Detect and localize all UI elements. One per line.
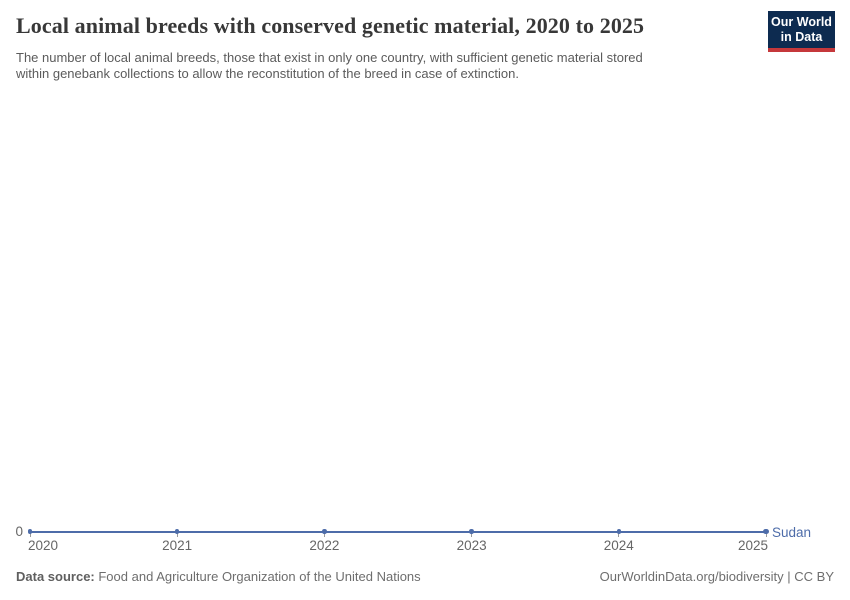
x-tick-mark <box>471 532 473 537</box>
x-tick-label: 2022 <box>309 537 340 553</box>
x-tick-mark <box>29 532 31 537</box>
owid-url-license-link[interactable]: OurWorldinData.org/biodiversity | CC BY <box>599 569 834 584</box>
y-axis-tick-label: 0 <box>15 524 23 539</box>
data-point-marker <box>763 528 769 535</box>
x-tick-mark <box>618 532 620 537</box>
owid-logo-text-line2: in Data <box>780 30 823 44</box>
x-tick-mark <box>323 532 325 537</box>
data-point-marker <box>616 529 622 534</box>
data-point-marker <box>322 529 327 534</box>
x-tick-mark <box>765 532 767 537</box>
chart-subtitle: The number of local animal breeds, those… <box>16 50 643 81</box>
owid-logo-text-line1: Our World <box>771 15 832 29</box>
data-source-label: Data source: <box>16 569 95 584</box>
x-tick-label: 2024 <box>603 537 634 553</box>
data-point-marker <box>27 529 33 534</box>
x-tick-label: 2025 <box>737 537 768 553</box>
x-tick-label: 2020 <box>28 537 59 553</box>
series-line-sudan <box>30 530 766 533</box>
x-tick-mark <box>176 532 178 537</box>
data-point-marker <box>469 529 474 534</box>
owid-logo[interactable]: Our World in Data <box>768 11 835 52</box>
chart-title: Local animal breeds with conserved genet… <box>16 13 645 38</box>
data-source-note: Data source: Food and Agriculture Organi… <box>16 569 421 585</box>
chart-subtitle-line: The number of local animal breeds, those… <box>16 50 643 65</box>
data-point-marker <box>174 529 180 534</box>
entity-label-sudan: Sudan <box>772 524 812 540</box>
x-tick-label: 2023 <box>456 537 487 553</box>
chart-subtitle-line: within genebank collections to allow the… <box>16 65 519 81</box>
x-tick-label: 2021 <box>162 537 193 553</box>
data-source-text: Food and Agriculture Organization of the… <box>94 569 421 584</box>
